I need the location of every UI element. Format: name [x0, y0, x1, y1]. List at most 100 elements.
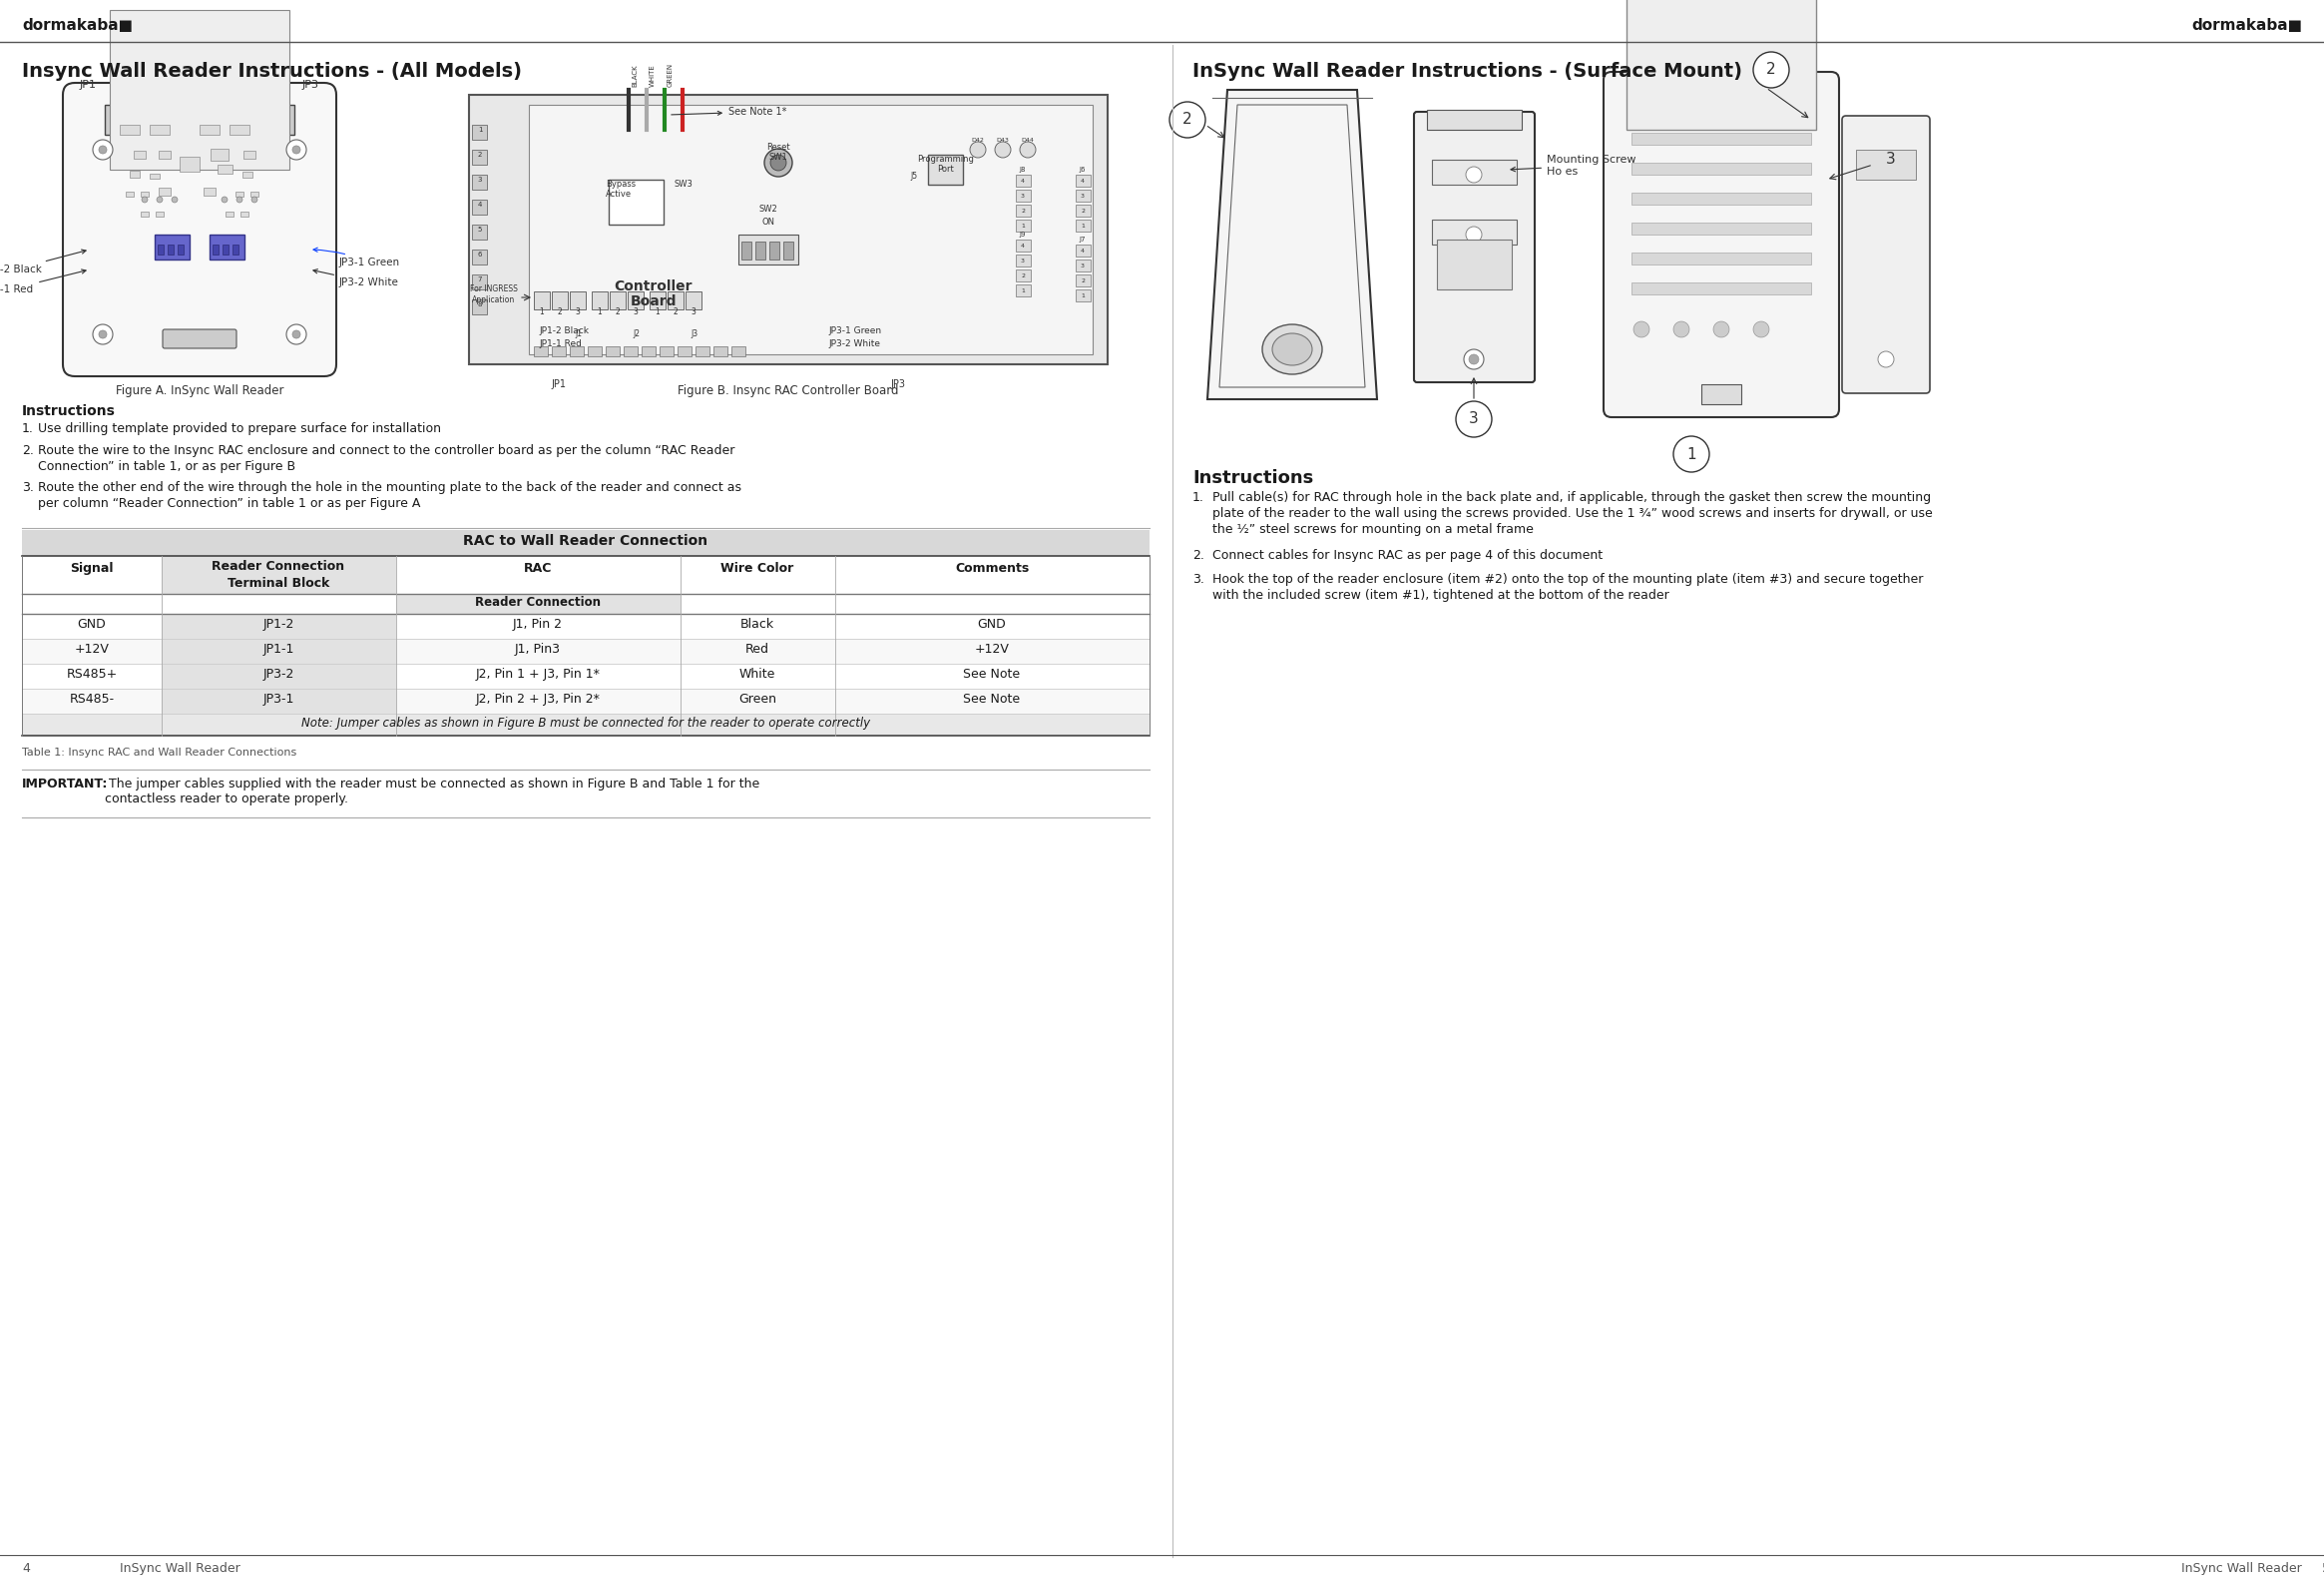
Bar — [472, 199, 488, 215]
Text: JP3: JP3 — [890, 380, 906, 389]
Bar — [163, 689, 395, 714]
Circle shape — [1878, 351, 1894, 367]
Text: 2: 2 — [1183, 112, 1192, 127]
Bar — [1076, 244, 1090, 256]
Bar — [472, 225, 488, 239]
Circle shape — [995, 142, 1011, 158]
Text: JP1-2 Black: JP1-2 Black — [0, 250, 86, 274]
FancyBboxPatch shape — [1413, 112, 1534, 382]
Text: See Note: See Note — [964, 668, 1020, 681]
Bar — [163, 614, 395, 640]
Text: 2: 2 — [1766, 62, 1776, 78]
Text: J6: J6 — [1078, 166, 1085, 173]
Bar — [249, 117, 258, 128]
Text: Table 1: Insync RAC and Wall Reader Connections: Table 1: Insync RAC and Wall Reader Conn… — [21, 747, 297, 758]
Text: ON: ON — [762, 217, 774, 226]
Circle shape — [1020, 142, 1037, 158]
Bar — [235, 192, 244, 196]
Bar — [163, 556, 395, 594]
Bar — [1432, 220, 1518, 244]
Text: J1: J1 — [576, 329, 583, 339]
Text: Figure A. InSync Wall Reader: Figure A. InSync Wall Reader — [116, 385, 284, 397]
Bar — [156, 212, 163, 217]
Text: 4: 4 — [1081, 249, 1085, 253]
Text: InSync Wall Reader Instructions - (Surface Mount): InSync Wall Reader Instructions - (Surfa… — [1192, 62, 1743, 81]
Bar — [1432, 160, 1518, 185]
Bar — [149, 174, 160, 179]
Text: 3: 3 — [690, 307, 695, 317]
Bar — [623, 347, 637, 356]
Text: JP3-2 White: JP3-2 White — [314, 269, 400, 288]
Text: 8: 8 — [479, 301, 481, 307]
Text: Route the wire to the Insync RAC enclosure and connect to the controller board a: Route the wire to the Insync RAC enclosu… — [37, 445, 734, 457]
Text: JP3-2 White: JP3-2 White — [827, 339, 881, 348]
Text: 2.: 2. — [21, 445, 35, 457]
Bar — [651, 291, 665, 309]
Bar — [218, 165, 232, 174]
Text: JP3-2: JP3-2 — [263, 668, 295, 681]
Text: J3: J3 — [690, 329, 697, 339]
Text: J1, Pin3: J1, Pin3 — [516, 643, 560, 655]
Circle shape — [221, 196, 228, 203]
Bar — [679, 347, 693, 356]
Bar — [667, 291, 683, 309]
Circle shape — [1752, 321, 1769, 337]
Bar — [21, 689, 1150, 714]
Bar — [1631, 163, 1810, 174]
Text: 1: 1 — [1081, 223, 1085, 228]
Circle shape — [286, 139, 307, 160]
Text: Board: Board — [630, 294, 676, 309]
Text: Pull cable(s) for RAC through hole in the back plate and, if applicable, through: Pull cable(s) for RAC through hole in th… — [1213, 491, 1931, 503]
Text: J7: J7 — [1078, 236, 1085, 242]
Text: InSync Wall Reader: InSync Wall Reader — [121, 1562, 239, 1575]
Text: 3: 3 — [1020, 258, 1025, 263]
Bar — [156, 234, 191, 260]
Bar — [1016, 239, 1032, 252]
Bar — [109, 9, 290, 169]
Circle shape — [1673, 437, 1710, 472]
Text: 2.: 2. — [1192, 549, 1204, 562]
Bar — [158, 150, 170, 158]
FancyBboxPatch shape — [63, 82, 337, 377]
Text: JP3: JP3 — [302, 79, 318, 90]
Text: 2: 2 — [1081, 279, 1085, 283]
Circle shape — [1466, 166, 1483, 182]
Text: GND: GND — [77, 617, 107, 630]
Text: 3.: 3. — [1192, 573, 1204, 586]
Text: 1: 1 — [479, 127, 481, 133]
Text: J8: J8 — [1020, 166, 1025, 173]
Bar — [472, 250, 488, 264]
Text: BLACK: BLACK — [632, 65, 637, 87]
Text: 2: 2 — [616, 307, 621, 317]
Text: 2: 2 — [1020, 209, 1025, 214]
Bar — [232, 244, 239, 255]
Text: GREEN: GREEN — [667, 63, 674, 87]
Text: RAC: RAC — [523, 562, 553, 575]
Bar — [1016, 190, 1032, 201]
Bar — [395, 594, 681, 614]
Bar — [588, 347, 602, 356]
Text: GND: GND — [978, 617, 1006, 630]
Text: RS485+: RS485+ — [65, 668, 119, 681]
Text: 3: 3 — [1469, 412, 1478, 427]
Text: 3: 3 — [1081, 193, 1085, 198]
Text: D42: D42 — [971, 138, 985, 142]
Text: Hook the top of the reader enclosure (item #2) onto the top of the mounting plat: Hook the top of the reader enclosure (it… — [1213, 573, 1924, 586]
Bar — [1427, 109, 1522, 130]
Bar — [732, 347, 746, 356]
Bar — [225, 212, 232, 217]
Circle shape — [1466, 226, 1483, 242]
Bar — [1631, 223, 1810, 234]
Bar — [167, 244, 174, 255]
Circle shape — [237, 196, 242, 203]
Text: Wire Color: Wire Color — [720, 562, 795, 575]
Circle shape — [1455, 400, 1492, 437]
Text: dormakaba■: dormakaba■ — [21, 17, 132, 33]
Text: 2: 2 — [558, 307, 562, 317]
Bar — [1076, 220, 1090, 231]
Bar — [1701, 385, 1741, 404]
Text: 4: 4 — [21, 1562, 30, 1575]
Text: 3: 3 — [1081, 263, 1085, 269]
Text: Route the other end of the wire through the hole in the mounting plate to the ba: Route the other end of the wire through … — [37, 481, 741, 494]
Circle shape — [1634, 321, 1650, 337]
